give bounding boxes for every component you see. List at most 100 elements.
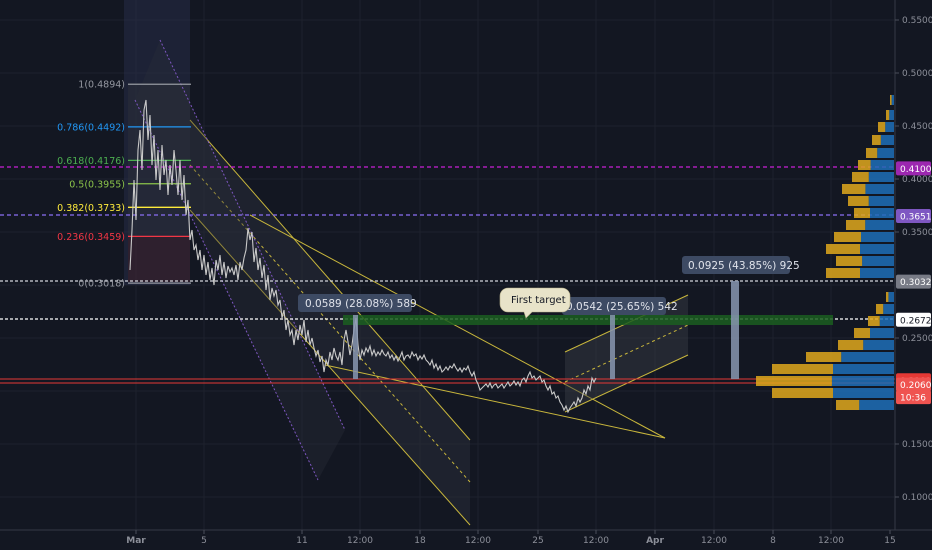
measure-label-3-text: 0.0925 (43.85%) 925	[688, 260, 800, 272]
volume-bar-down	[872, 135, 881, 145]
channel-mid-line	[189, 164, 471, 483]
fib-level-label: 0.786(0.4492)	[57, 122, 125, 133]
time-tick-label: Apr	[646, 536, 664, 546]
volume-bar-up	[833, 364, 894, 374]
volume-bar-down	[806, 352, 842, 362]
measure-bar-3	[731, 281, 739, 379]
measure-label-2: 0.0542 (25.65%) 542	[562, 297, 678, 315]
price-tag-box	[896, 390, 931, 405]
volume-bar-up	[859, 400, 894, 410]
volume-bar-down	[858, 160, 871, 170]
volume-bar-down	[868, 316, 880, 326]
time-tick-label: 15	[884, 536, 895, 546]
time-tick-label: 12:00	[347, 536, 373, 546]
descending-channel-fill	[190, 120, 470, 525]
volume-bar-down	[842, 184, 866, 194]
volume-bar-up	[870, 208, 894, 218]
first-target-zone	[343, 315, 833, 325]
measure-label-2-text: 0.0542 (25.65%) 542	[566, 301, 678, 313]
first-target-callout[interactable]: First target	[499, 287, 571, 319]
volume-bar-up	[880, 135, 894, 145]
measure-label-3: 0.0925 (43.85%) 925	[682, 256, 800, 274]
time-axis[interactable]: Mar 5 11 12:00 18 12:00 25 12:00 Apr 12:00 8 12:00 1…	[126, 530, 896, 546]
time-tick-label: 5	[201, 536, 207, 546]
volume-bar-down	[886, 292, 889, 302]
measure-label-1-text: 0.0589 (28.08%) 589	[305, 298, 417, 310]
volume-bar-down	[836, 400, 860, 410]
time-tick-label: 25	[532, 536, 543, 546]
volume-bar-up	[860, 268, 894, 278]
measure-bar-2	[610, 315, 615, 379]
price-line	[129, 99, 597, 414]
volume-bar-down	[852, 172, 869, 182]
price-tags: 0.41000.36510.30320.26720.21010.206010:3…	[896, 161, 932, 405]
volume-bar-down	[826, 244, 860, 254]
volume-bar-up	[865, 184, 894, 194]
volume-bar-up	[885, 122, 894, 132]
volume-bar-up	[879, 316, 894, 326]
volume-bar-down	[878, 122, 886, 132]
price-tick-label: 0.3500	[902, 228, 932, 238]
time-tick-label: 12:00	[583, 536, 609, 546]
volume-bar-down	[886, 110, 890, 120]
volume-bar-down	[846, 220, 866, 230]
time-tick-label: 12:00	[818, 536, 844, 546]
volume-bar-down	[836, 256, 863, 266]
volume-bar-down	[890, 95, 892, 105]
volume-bar-up	[831, 376, 894, 386]
volume-bar-down	[772, 364, 833, 374]
price-tag-box	[896, 377, 931, 392]
price-axis[interactable]: 0.5500 0.5000 0.4500 0.4000 0.3500 0.2500 0.15…	[895, 16, 932, 503]
volume-bar-up	[861, 232, 894, 242]
volume-bar-up	[868, 172, 894, 182]
price-tick-label: 0.4000	[902, 175, 932, 185]
fib-level-label: 0.236(0.3459)	[57, 232, 125, 243]
wedge-upper-line	[249, 214, 666, 439]
volume-bar-down	[866, 148, 878, 158]
price-tag-box	[896, 312, 931, 327]
volume-bar-up	[868, 196, 894, 206]
price-tag-box	[896, 274, 931, 289]
fib-level-label: 0.5(0.3955)	[69, 179, 125, 190]
channel-upper-line	[189, 119, 471, 441]
price-tick-label: 0.2500	[902, 334, 932, 344]
fib-level-label: 0(0.3018)	[78, 279, 125, 290]
price-tick-label: 0.1500	[902, 440, 932, 450]
volume-bar-down	[756, 376, 832, 386]
time-tick-label: 8	[770, 536, 776, 546]
time-tick-label: 12:00	[701, 536, 727, 546]
volume-bar-up	[862, 256, 894, 266]
volume-profile	[756, 95, 894, 410]
volume-bar-up	[870, 160, 894, 170]
volume-bar-down	[876, 304, 884, 314]
volume-bar-up	[883, 304, 894, 314]
volume-bar-down	[834, 232, 861, 242]
volume-bar-up	[860, 244, 894, 254]
price-tag-label: 0.2672	[900, 316, 932, 326]
fib-box-lower	[128, 236, 190, 282]
projected-channel-mid	[564, 324, 689, 383]
price-tick-label: 0.5500	[902, 16, 932, 26]
price-tag-label: 0.3032	[900, 278, 932, 288]
volume-bar-up	[865, 220, 894, 230]
violet-channel-fill	[135, 40, 345, 480]
time-tick-label: 18	[414, 536, 426, 546]
volume-bar-up	[889, 110, 894, 120]
wedge-lower-line	[324, 364, 666, 439]
volume-bar-down	[826, 268, 860, 278]
fibonacci-retracement[interactable]: 1(0.4894) 0.786(0.4492) 0.618(0.4176) 0.5(0…	[57, 80, 191, 290]
time-tick-label: 11	[296, 536, 307, 546]
volume-bar-up	[891, 95, 894, 105]
volume-bar-down	[854, 208, 870, 218]
price-tag-box	[896, 161, 931, 176]
price-tick-label: 0.5000	[902, 69, 932, 79]
fib-level-label: 1(0.4894)	[78, 80, 125, 91]
volume-bar-down	[854, 328, 870, 338]
first-target-callout-text: First target	[511, 295, 566, 306]
volume-bar-up	[888, 292, 894, 302]
price-tag-label: 0.3651	[900, 212, 932, 222]
fib-level-label: 0.618(0.4176)	[57, 156, 125, 167]
channel-lower-line	[189, 209, 471, 526]
volume-bar-up	[877, 148, 894, 158]
